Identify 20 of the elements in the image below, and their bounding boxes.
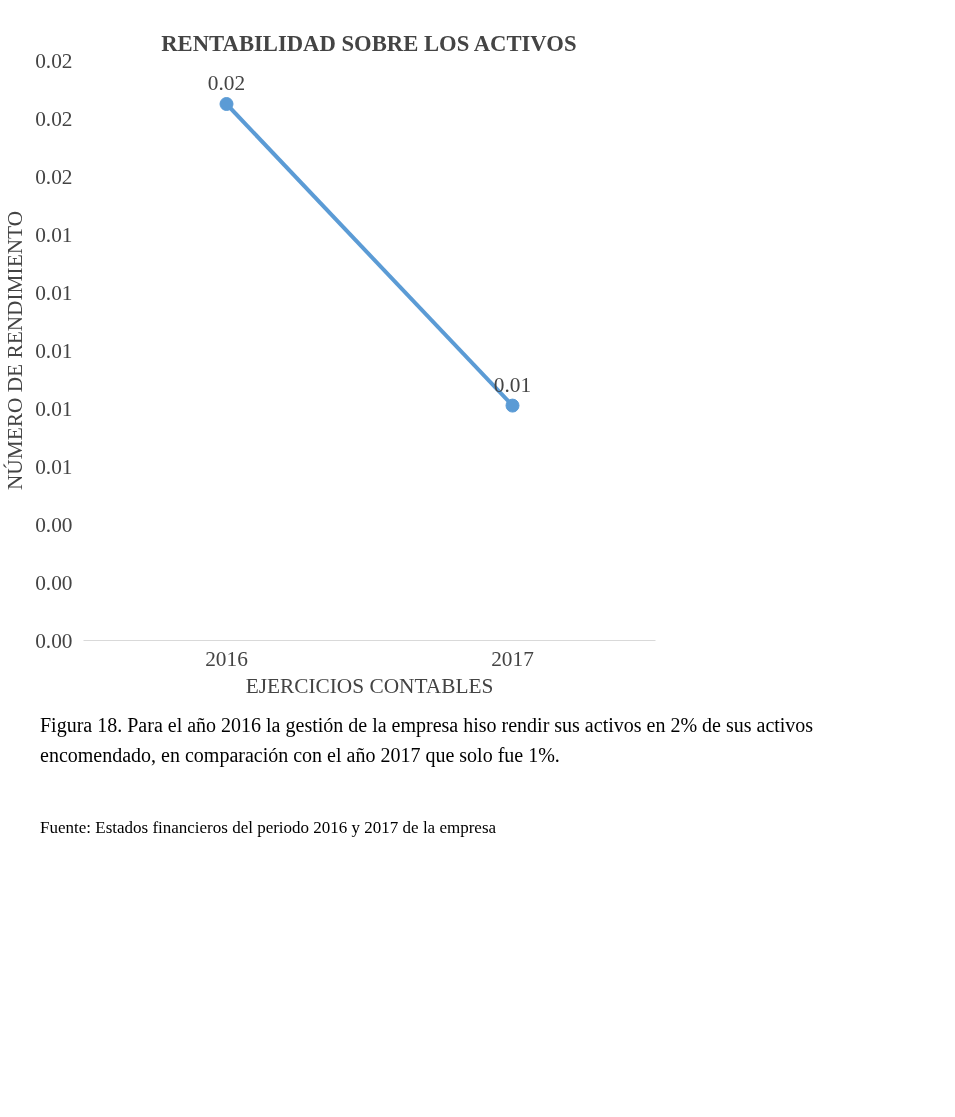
x-axis-title: EJERCICIOS CONTABLES (245, 673, 494, 698)
y-axis-title: NÚMERO DE RENDIMIENTO (3, 210, 28, 491)
y-tick-label: 0.00 (35, 570, 73, 595)
x-tick-label: 2017 (491, 646, 535, 671)
x-tick-label: 2016 (205, 646, 249, 671)
y-tick-label: 0.01 (35, 222, 73, 247)
y-tick-label: 0.01 (35, 396, 73, 421)
y-tick-label: 0.02 (35, 106, 73, 131)
text: Figura 18. Para el año 2016 la gestión de la empresa hiso rendir sus activos en 2% de sus activos encomendado, en comparación con el año 2017 que solo fue 1%. (40, 713, 815, 769)
y-tick-label: 0.02 (35, 48, 73, 73)
data-label: 0.02 (207, 71, 246, 95)
source-note: Fuente: Estados financieros del periodo 2016 y 2017 de la empresa (40, 817, 497, 839)
y-tick-label: 0.00 (35, 512, 73, 537)
y-tick-label: 0.01 (35, 338, 73, 363)
y-tick-label: 0.01 (35, 280, 73, 305)
chart-title: RENTABILIDAD SOBRE LOS ACTIVOS (161, 30, 577, 56)
y-tick-label: 0.00 (35, 628, 73, 653)
y-tick-label: 0.01 (35, 454, 73, 479)
y-tick-label: 0.02 (35, 164, 73, 189)
data-label: 0.01 (493, 372, 532, 397)
